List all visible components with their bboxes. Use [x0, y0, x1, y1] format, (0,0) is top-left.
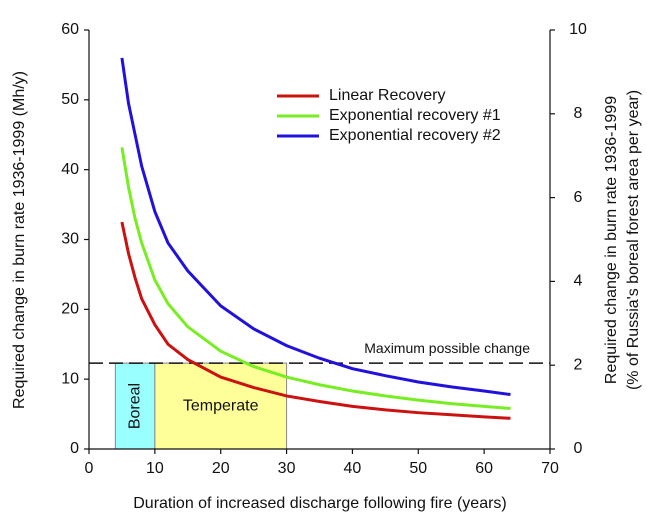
x-tick-label: 20: [212, 460, 230, 477]
y-axis-title: Required change in burn rate 1936-1999 (…: [11, 71, 28, 409]
threshold-label: Maximum possible change: [364, 340, 530, 356]
y-tick-label: 50: [61, 91, 79, 108]
x-tick-label: 70: [541, 460, 559, 477]
region-label: Temperate: [183, 397, 259, 414]
y2-tick-label: 10: [569, 21, 587, 38]
y-tick-label: 10: [61, 370, 79, 387]
y2-tick-label: 8: [574, 105, 583, 122]
y-tick-label: 40: [61, 161, 79, 178]
legend-label: Linear Recovery: [329, 87, 446, 104]
y2-tick-label: 2: [574, 356, 583, 373]
y2-tick-label: 4: [574, 273, 583, 290]
x-axis-title: Duration of increased discharge followin…: [133, 495, 507, 512]
x-tick-label: 40: [344, 460, 362, 477]
y2-axis-title: Required change in burn rate 1936-1999: [603, 96, 620, 384]
x-tick-label: 0: [85, 460, 94, 477]
y-tick-label: 30: [61, 231, 79, 248]
y2-tick-label: 0: [574, 440, 583, 457]
x-tick-label: 30: [278, 460, 296, 477]
series-line: [120, 147, 511, 410]
series-line: [120, 221, 511, 420]
region: [114, 362, 156, 450]
y-tick-label: 0: [70, 440, 79, 457]
y2-tick-label: 6: [574, 189, 583, 206]
y-tick-label: 20: [61, 301, 79, 318]
y-tick-label: 60: [61, 21, 79, 38]
x-tick-label: 50: [409, 460, 427, 477]
legend-label: Exponential recovery #1: [329, 107, 501, 124]
legend-label: Exponential recovery #2: [329, 127, 501, 144]
series-line: [120, 57, 511, 397]
x-tick-label: 10: [146, 460, 164, 477]
y2-axis-title: (% of Russia's boreal forest area per ye…: [625, 90, 642, 390]
x-tick-label: 60: [475, 460, 493, 477]
region-label: Boreal: [126, 383, 143, 429]
